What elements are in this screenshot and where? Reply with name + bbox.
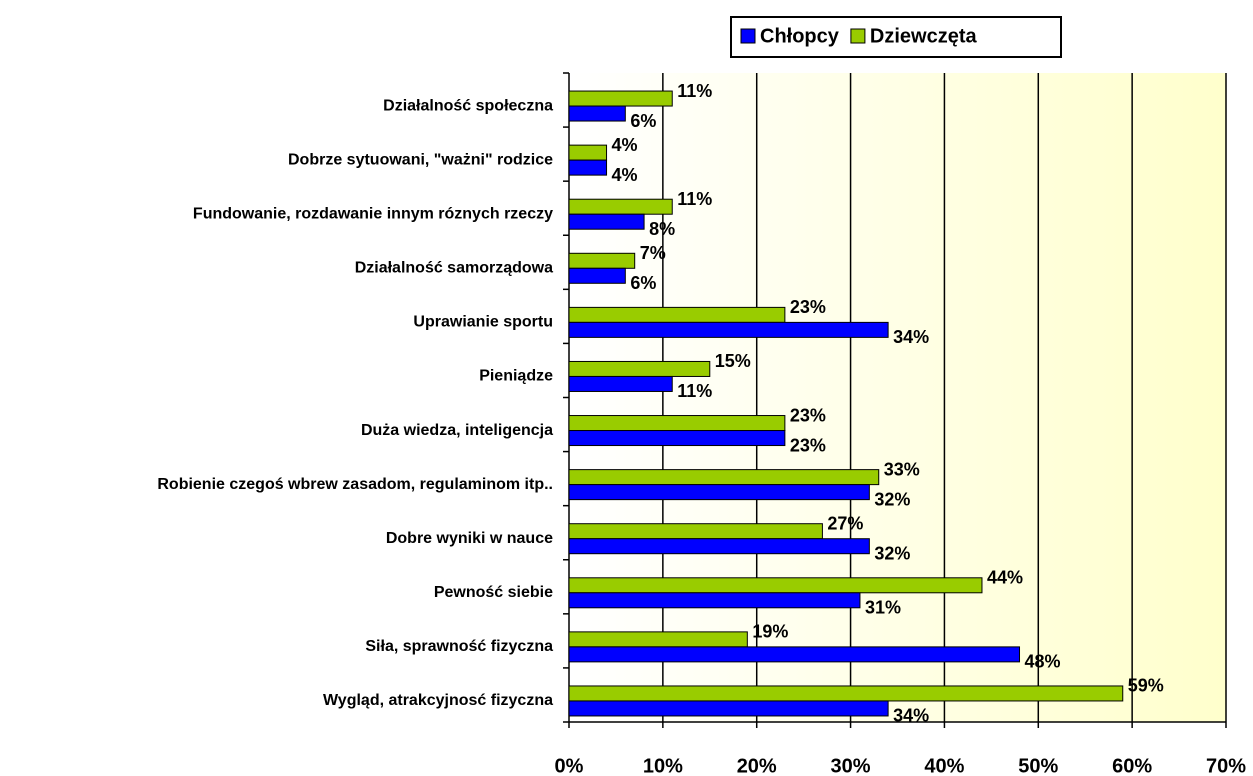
bar [568,198,673,215]
x-tick-label: 20% [737,755,777,776]
data-label: 6% [630,273,656,293]
data-label: 34% [893,327,929,347]
y-tick-label: Siła, sprawność fizyczna [365,638,553,655]
bar [568,592,861,609]
bar [568,484,870,501]
bar [568,646,1021,663]
bar [568,685,1124,702]
y-tick-label: Działalność społeczna [383,97,553,114]
data-label: 59% [1128,676,1164,696]
data-label: 27% [827,513,863,533]
y-tick-label: Dobre wyniki w nauce [386,530,553,547]
x-tick-label: 0% [555,755,584,776]
data-label: 32% [874,489,910,509]
y-tick-label: Pieniądze [479,368,553,385]
data-label: 4% [612,135,638,155]
data-label: 23% [790,297,826,317]
data-label: 23% [790,435,826,455]
legend-swatch [850,28,866,44]
data-label: 19% [752,622,788,642]
legend-label: Dziewczęta [870,25,978,47]
x-tick-label: 70% [1206,755,1246,776]
x-tick-label: 30% [831,755,871,776]
bar [568,523,823,540]
bar [568,631,748,648]
data-label: 15% [715,351,751,371]
bar [568,105,626,122]
data-label: 11% [677,381,712,401]
bar [568,267,626,284]
data-label: 23% [790,405,826,425]
x-tick-label: 10% [643,755,683,776]
data-label: 8% [649,219,675,239]
data-label: 31% [865,598,901,618]
bar [568,700,889,717]
bar [568,430,786,447]
data-label: 48% [1025,652,1061,672]
y-tick-label: Działalność samorządowa [355,260,553,277]
y-tick-label: Robienie czegoś wbrew zasadom, regulamin… [157,476,553,493]
bar [568,375,673,392]
y-tick-label: Pewność siebie [434,584,553,601]
data-label: 33% [884,459,920,479]
bar [568,538,870,555]
y-tick-label: Wygląd, atrakcyjnosć fizyczna [323,692,553,709]
y-tick-label: Fundowanie, rozdawanie innym róznych rze… [193,205,553,222]
data-label: 44% [987,568,1023,588]
data-label: 11% [677,189,712,209]
y-tick-label: Duża wiedza, inteligencja [361,422,553,439]
data-label: 11% [677,81,712,101]
y-tick-label: Dobrze sytuowani, "ważni" rodzice [288,151,553,168]
bar [568,90,673,107]
bar [568,159,608,176]
data-label: 4% [612,165,638,185]
legend [730,16,1062,58]
bar [568,213,645,230]
legend-swatch [740,28,756,44]
x-tick-label: 50% [1018,755,1058,776]
data-label: 7% [640,243,666,263]
legend-label: Chłopcy [760,25,840,47]
data-label: 6% [630,111,656,131]
data-label: 32% [874,543,910,563]
plot-area [569,73,1226,722]
data-label: 34% [893,706,929,726]
bar [568,415,786,432]
x-tick-label: 40% [924,755,964,776]
bar [568,469,880,486]
x-tick-label: 60% [1112,755,1152,776]
bar [568,252,636,269]
bar [568,321,889,338]
bar [568,360,711,377]
bar [568,577,983,594]
y-tick-label: Uprawianie sportu [413,314,553,331]
bar [568,306,786,323]
bar [568,144,608,161]
